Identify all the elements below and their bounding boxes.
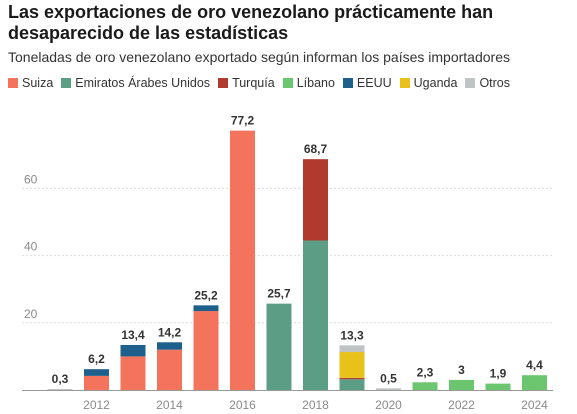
y-tick-label: 20: [24, 307, 38, 321]
bar-segment-eeuu: [120, 344, 146, 357]
legend-item: Líbano: [282, 75, 335, 91]
legend-swatch: [218, 78, 229, 88]
bar-segment-uganda: [339, 352, 365, 378]
data-label: 0,5: [380, 371, 397, 385]
legend-swatch: [8, 78, 18, 88]
legend-label: EEUU: [356, 76, 392, 90]
legend-item: EEUU: [342, 75, 392, 91]
legend-label: Otros: [479, 76, 511, 90]
data-label: 0,3: [52, 372, 69, 386]
chart-legend: Suiza Emiratos Árabes Unidos Turquía Líbano…: [8, 75, 573, 91]
legend-item: Emiratos Árabes Unidos: [61, 75, 210, 91]
bar-segment-eeuu: [84, 369, 109, 376]
x-tick-label: 2012: [83, 398, 110, 412]
data-label: 13,3: [340, 328, 364, 342]
x-tick-label: 2016: [229, 398, 256, 412]
data-label: 25,7: [267, 287, 291, 301]
legend-item: Suiza: [8, 75, 53, 91]
bar-segment-suiza: [120, 356, 146, 390]
legend-label: Uganda: [413, 76, 458, 90]
chart-subtitle: Toneladas de oro venezolano exportado se…: [8, 49, 510, 65]
data-label: 4,4: [526, 358, 543, 372]
bar-segment-otros: [376, 388, 401, 390]
data-label: 1,9: [490, 367, 507, 381]
legend-swatch: [61, 78, 72, 88]
bar-segment-turquía: [339, 377, 365, 380]
legend-swatch: [342, 78, 353, 88]
chart-title: Las exportaciones de oro venezolano prác…: [8, 2, 494, 43]
bar-segment-líbano: [412, 382, 438, 390]
legend-label: Turquía: [232, 76, 275, 90]
x-tick-label: 2024: [521, 398, 548, 412]
data-label: 77,2: [231, 114, 255, 128]
data-label: 68,7: [304, 142, 328, 156]
data-label: 13,4: [121, 328, 145, 342]
bar-segment-turquía: [303, 159, 328, 241]
bar-segment-emiratos-árabes-unidos: [266, 303, 292, 390]
bar-segment-otros: [339, 345, 365, 353]
legend-swatch: [399, 78, 410, 88]
x-tick-label: 2014: [156, 398, 183, 412]
data-label: 2,3: [417, 365, 434, 379]
bar-segment-líbano: [449, 379, 474, 390]
legend-label: Suiza: [22, 76, 54, 90]
bar-segment-suiza: [84, 375, 109, 390]
data-label: 14,2: [158, 325, 182, 339]
bar-segment-eeuu: [193, 305, 219, 312]
y-tick-label: 40: [24, 240, 38, 254]
legend-item: Uganda: [399, 75, 458, 91]
legend-swatch: [282, 78, 293, 88]
y-tick-label: 60: [24, 172, 38, 186]
x-tick-label: 2022: [448, 398, 475, 412]
legend-label: Emiratos Árabes Unidos: [75, 76, 211, 90]
bar-segment-suiza: [193, 311, 219, 390]
data-label: 6,2: [88, 352, 105, 366]
data-label: 25,2: [194, 288, 218, 302]
bar-segment-eeuu: [157, 342, 182, 350]
bar-segment-suiza: [157, 349, 182, 390]
bar-segment-emiratos-árabes-unidos: [303, 240, 328, 390]
legend-swatch: [465, 78, 476, 88]
legend-label: Líbano: [296, 76, 335, 90]
bar-segment-líbano: [485, 383, 511, 390]
data-label: 3: [458, 363, 465, 377]
bar-segment-suiza: [230, 130, 255, 390]
x-tick-label: 2020: [375, 398, 402, 412]
bar-chart: 20 40 60 0,3 6,2 2012 13,4 14,2 2014 25,2 77,2 2016…: [22, 114, 553, 412]
legend-item: Turquía: [218, 75, 275, 91]
bar-segment-otros: [47, 388, 73, 390]
bar-segment-líbano: [522, 375, 547, 390]
x-tick-label: 2018: [302, 398, 329, 412]
bar-segment-emiratos-árabes-unidos: [339, 379, 365, 390]
legend-item: Otros: [465, 75, 510, 91]
